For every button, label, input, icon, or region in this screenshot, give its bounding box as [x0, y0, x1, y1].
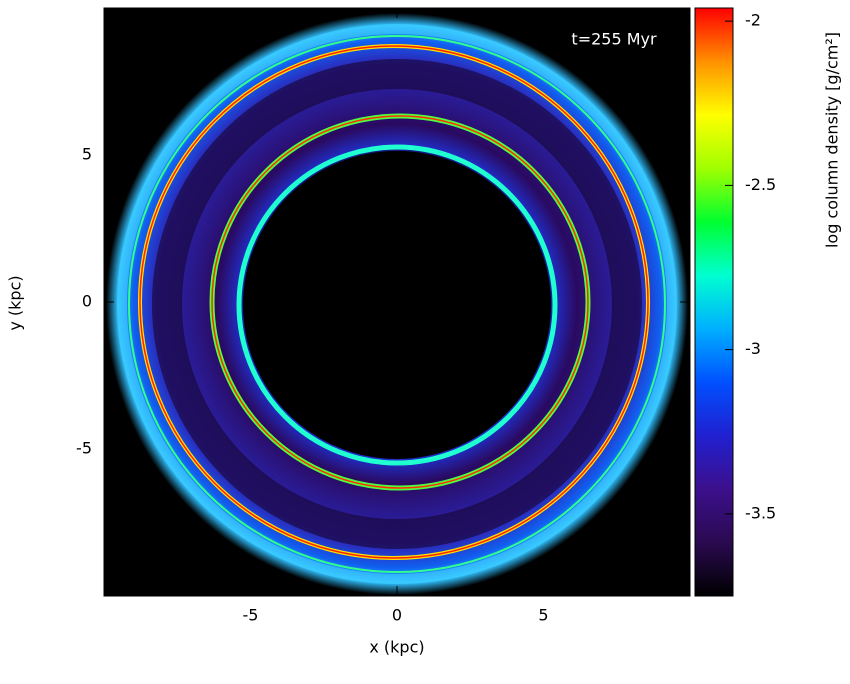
colorbar-tick-label: -2.5 — [745, 175, 776, 194]
x-tick-label: 5 — [538, 606, 548, 625]
colorbar-tick-label: -3 — [745, 339, 761, 358]
y-axis-label: y (kpc) — [6, 275, 25, 330]
colorbar — [694, 7, 734, 597]
colorbar-tick-label: -3.5 — [745, 503, 776, 522]
y-tick-label: -5 — [76, 439, 92, 458]
y-tick-label: 0 — [82, 292, 92, 311]
colorbar-label: log column density [g/cm²] — [823, 32, 842, 248]
x-tick-label: -5 — [243, 606, 259, 625]
annotation: t=255 Myr — [571, 30, 657, 49]
x-axis-label: x (kpc) — [369, 638, 424, 657]
density-map — [104, 8, 690, 596]
colorbar-tick-label: -2 — [745, 11, 761, 30]
x-tick-label: 0 — [392, 606, 402, 625]
y-tick-label: 5 — [82, 145, 92, 164]
